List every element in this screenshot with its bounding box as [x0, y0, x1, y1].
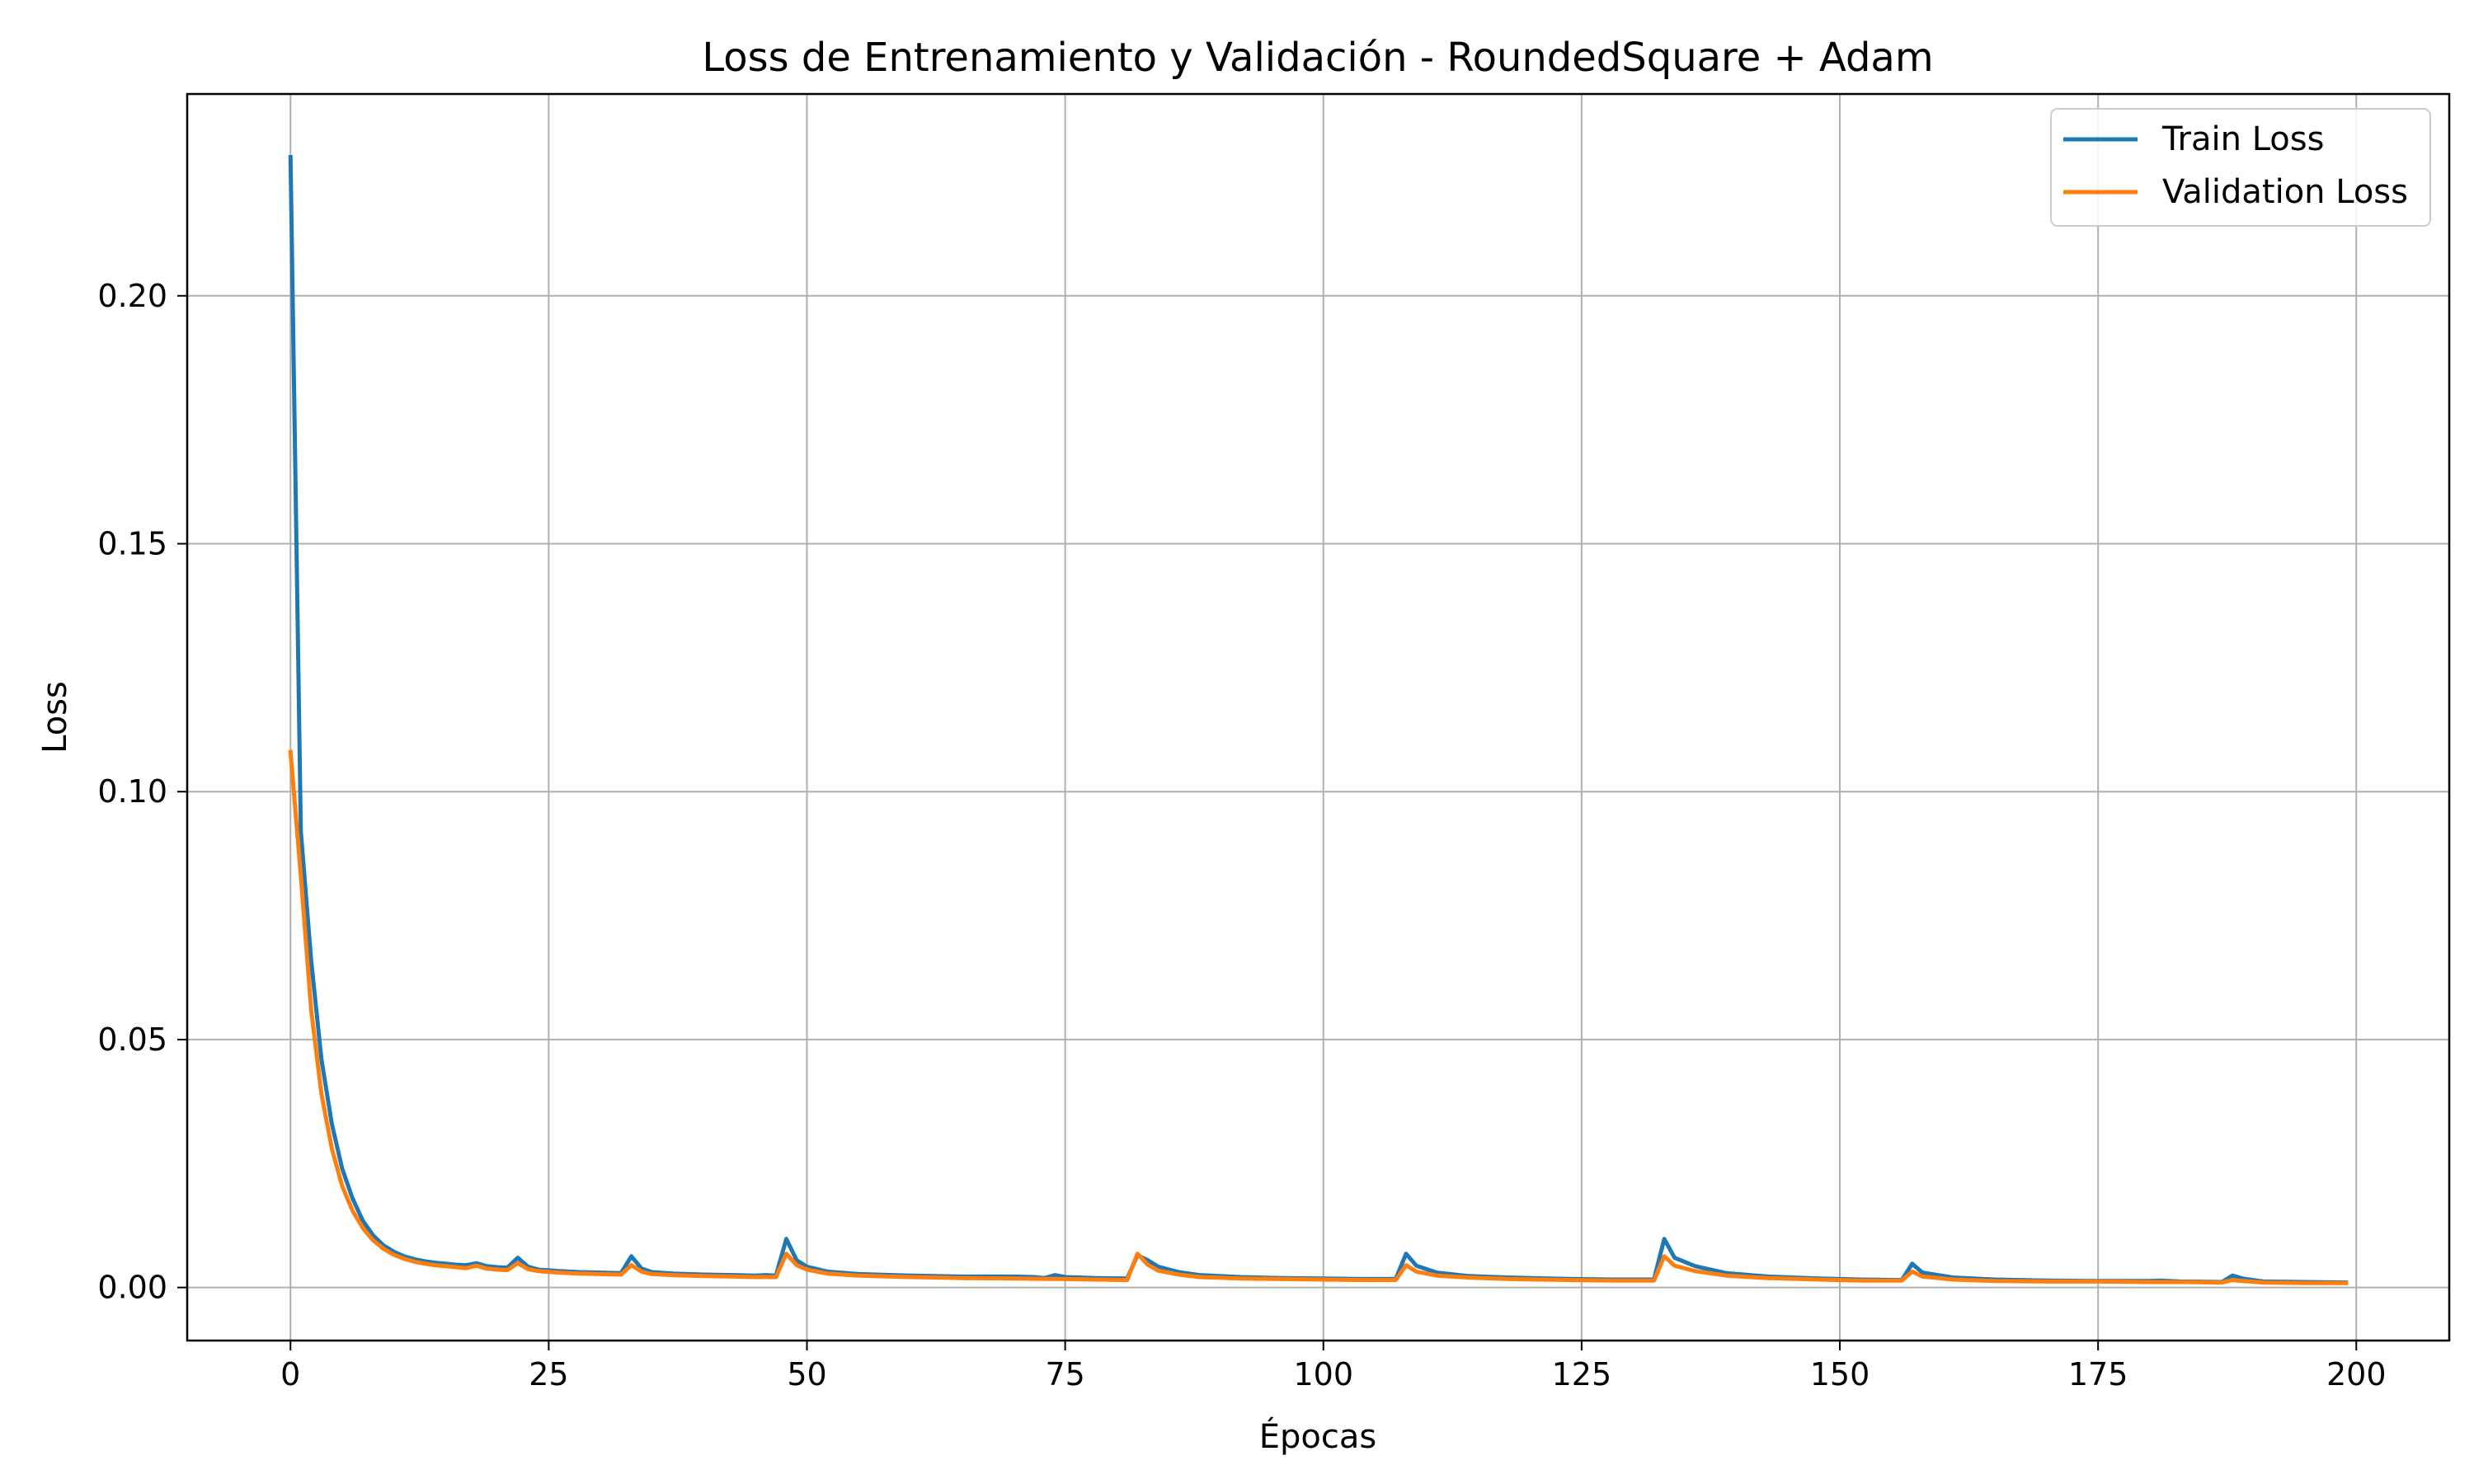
- y-axis-label: Loss: [36, 681, 74, 754]
- x-tick-label: 25: [529, 1356, 568, 1392]
- axis-ticks: 0 25 50 75 100 125 150 175 200 0.00 0.05 0.10 0.15 0.…: [97, 278, 2386, 1392]
- x-tick-label: 75: [1045, 1356, 1084, 1392]
- x-axis-label: Épocas: [1259, 1416, 1376, 1456]
- series-line-validation-loss: [288, 749, 2349, 1285]
- y-tick-label: 0.05: [97, 1021, 167, 1058]
- y-tick-label: 0.00: [97, 1270, 167, 1306]
- x-tick-label: 100: [1293, 1356, 1353, 1392]
- x-tick-label: 150: [1810, 1356, 1870, 1392]
- plot-area-frame: [186, 92, 2451, 1342]
- x-tick-label: 200: [2326, 1356, 2387, 1392]
- x-tick-label: 125: [1552, 1356, 1612, 1392]
- x-tick-label: 175: [2068, 1356, 2128, 1392]
- x-tick-label: 50: [787, 1356, 826, 1392]
- x-tick-label: 0: [280, 1356, 300, 1392]
- chart-title: Loss de Entrenamiento y Validación - Rou…: [702, 35, 1933, 81]
- y-tick-label: 0.15: [97, 525, 167, 561]
- y-tick-label: 0.10: [97, 773, 167, 810]
- legend-box: [2050, 108, 2431, 227]
- grid: [187, 94, 2449, 1341]
- legend-label-train-loss: Train Loss: [2161, 120, 2324, 158]
- y-tick-label: 0.20: [97, 278, 167, 314]
- legend-label-validation-loss: Validation Loss: [2162, 173, 2408, 211]
- legend: Train Loss Validation Loss: [2050, 108, 2431, 227]
- series-lines: [288, 154, 2349, 1285]
